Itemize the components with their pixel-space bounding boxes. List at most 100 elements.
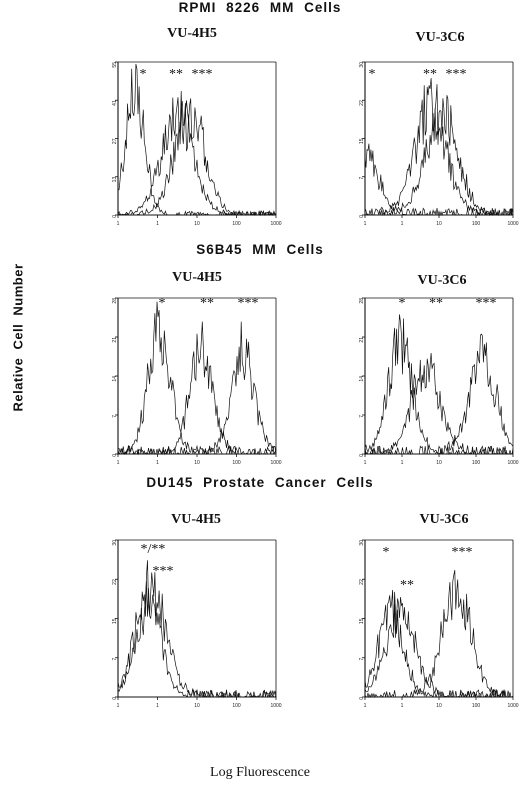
- panel-4-series-1-label: *: [399, 296, 406, 311]
- panel-1-axes: [117, 62, 276, 216]
- panel-2-y-tick-label-1: 7: [359, 177, 365, 180]
- panel-6-x-tick-label-1: 1: [401, 703, 404, 709]
- panel-3-y-tick-label-3: 21: [112, 337, 118, 343]
- panel-title-1: VU-4H5: [167, 26, 217, 41]
- panel-2-x-tick-label-2: 10: [436, 221, 442, 227]
- panel-2-x-tick-label-1: 1: [401, 221, 404, 227]
- panel-1-x-tick-label-4: 1000: [270, 221, 281, 227]
- panel-3-y-tick-label-0: 0: [112, 454, 118, 457]
- panel-3-y-tick-label-2: 14: [112, 376, 118, 382]
- panel-6-series-2: [364, 597, 513, 698]
- panel-2-series-2: [364, 78, 514, 217]
- panel-1-y-tick-label-3: 41: [112, 100, 118, 106]
- panel-4-x-tick-label-3: 100: [472, 460, 481, 466]
- panel-2-x-tick-label-0: 1: [364, 221, 367, 227]
- panel-4-series-2-label: **: [429, 296, 443, 311]
- panel-5-series-2: [117, 572, 277, 699]
- panel-6-series-2-label: **: [400, 578, 414, 593]
- panel-5-y-tick-label-4: 30: [112, 540, 118, 546]
- panel-1-y-tick-label-0: 0: [112, 215, 118, 218]
- panel-3-axes: [117, 298, 276, 455]
- panel-2-series-3: [365, 95, 514, 217]
- panel-6-series-1: [364, 589, 513, 699]
- panel-5-series-1-label: */**: [141, 542, 166, 557]
- panel-1-y-tick-label-2: 27: [112, 138, 118, 144]
- panel-3-series-2: [117, 321, 277, 456]
- panel-1-x-tick-label-0: 1: [117, 221, 120, 227]
- panel-2-y-tick-label-0: 0: [359, 215, 365, 218]
- panel-6-y-tick-label-0: 0: [359, 697, 365, 700]
- section-title-du145: DU145 Prostate Cancer Cells: [146, 475, 374, 490]
- panel-1-series-3: [117, 98, 277, 216]
- panel-4-x-tick-label-1: 1: [401, 460, 404, 466]
- panel-4-x-tick-label-0: 1: [364, 460, 367, 466]
- panel-6-y-tick-label-4: 30: [359, 540, 365, 546]
- panel-4-series-3: [364, 333, 514, 456]
- panel-3-y-tick-label-1: 7: [112, 415, 118, 418]
- panel-5-y-tick-label-1: 7: [112, 658, 118, 661]
- panel-4-series-1: [364, 314, 514, 456]
- panel-2-x-tick-label-4: 1000: [507, 221, 518, 227]
- panel-1-y-tick-label-1: 13: [112, 177, 118, 183]
- panel-3-series-3: [117, 321, 277, 456]
- panel-1-series-2-label: **: [169, 67, 183, 82]
- panel-2-y-tick-label-3: 22: [359, 100, 365, 106]
- panel-3-series-2-label: **: [200, 296, 214, 311]
- panel-5-x-tick-label-3: 100: [232, 703, 241, 709]
- panel-title-6: VU-3C6: [419, 512, 469, 527]
- panel-1-x-tick-label-2: 10: [194, 221, 200, 227]
- panel-1-y-tick-label-4: 55: [112, 62, 118, 68]
- panel-6-series-3-label: ***: [452, 545, 473, 560]
- panel-3-y-tick-label-4: 28: [112, 298, 118, 304]
- panel-4-y-tick-label-3: 21: [359, 337, 365, 343]
- panel-title-4: VU-3C6: [417, 273, 467, 288]
- panel-3-series-1: [117, 301, 276, 456]
- panel-6-y-tick-label-2: 15: [359, 618, 365, 624]
- panel-5-x-tick-label-1: 1: [156, 703, 159, 709]
- panel-5-x-tick-label-0: 1: [117, 703, 120, 709]
- panel-1-series-1: [117, 63, 276, 217]
- panel-2-series-1-label: *: [369, 67, 376, 82]
- panel-6-y-tick-label-1: 7: [359, 658, 365, 661]
- x-axis-label: Log Fluorescence: [210, 765, 310, 780]
- panel-3-series-1-label: *: [159, 296, 166, 311]
- panel-4-y-tick-label-1: 7: [359, 415, 365, 418]
- panel-6-series-3: [364, 570, 514, 699]
- panel-title-5: VU-4H5: [171, 512, 221, 527]
- panel-4-y-tick-label-2: 14: [359, 376, 365, 382]
- panel-2-axes: [364, 62, 513, 216]
- panel-3-series-3-label: ***: [238, 296, 259, 311]
- panel-1-series-1-label: *: [140, 67, 147, 82]
- panel-2-series-3-label: ***: [446, 67, 467, 82]
- section-title-rpmi: RPMI 8226 MM Cells: [178, 0, 342, 15]
- panel-4-series-2: [364, 352, 514, 455]
- panel-title-3: VU-4H5: [172, 270, 222, 285]
- panel-4-x-tick-label-4: 1000: [507, 460, 518, 466]
- panel-4-y-tick-label-4: 28: [359, 298, 365, 304]
- panel-3-x-tick-label-1: 1: [156, 460, 159, 466]
- panel-5-series-1: [117, 560, 277, 699]
- panel-5-y-tick-label-3: 22: [112, 579, 118, 585]
- panel-2-y-tick-label-4: 30: [359, 62, 365, 68]
- panel-2-y-tick-label-2: 15: [359, 138, 365, 144]
- panel-1-series-3-label: ***: [192, 67, 213, 82]
- panel-6-y-tick-label-3: 22: [359, 579, 365, 585]
- panel-5-x-tick-label-2: 10: [194, 703, 200, 709]
- panel-4-axes: [364, 298, 513, 455]
- panel-4-series-3-label: ***: [476, 296, 497, 311]
- panel-1-series-2: [117, 90, 277, 216]
- panel-5-y-tick-label-0: 0: [112, 697, 118, 700]
- panel-3-x-tick-label-0: 1: [117, 460, 120, 466]
- panel-3-x-tick-label-4: 1000: [270, 460, 281, 466]
- panel-6-series-1-label: *: [383, 545, 390, 560]
- panel-4-x-tick-label-2: 10: [436, 460, 442, 466]
- panel-2-series-1: [364, 143, 514, 217]
- panel-4-y-tick-label-0: 0: [359, 454, 365, 457]
- panel-5-y-tick-label-2: 15: [112, 618, 118, 624]
- panel-6-x-tick-label-0: 1: [364, 703, 367, 709]
- panel-6-x-tick-label-3: 100: [472, 703, 481, 709]
- panel-3-x-tick-label-2: 10: [194, 460, 200, 466]
- panel-5-series-2-label: ***: [153, 564, 174, 579]
- panel-1-x-tick-label-3: 100: [232, 221, 241, 227]
